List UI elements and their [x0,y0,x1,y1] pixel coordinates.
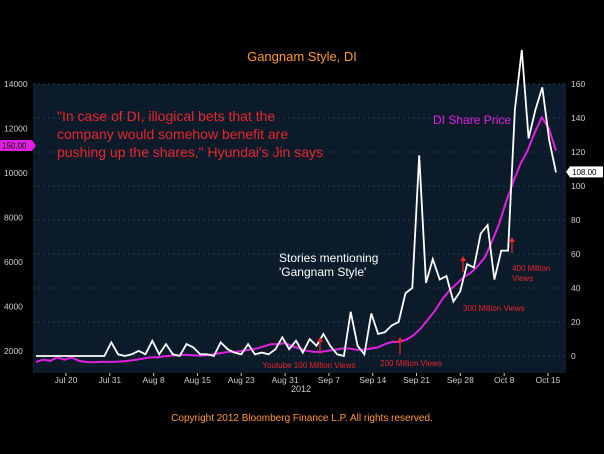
right-tick-label: 0 [571,351,576,361]
stories-label-line: Stories mentioning [279,251,378,265]
x-tick-label: Sep 7 [318,375,340,385]
series-line-stories [36,49,557,358]
x-year-label: 2012 [291,384,311,394]
x-tick-label: Sep 14 [359,375,386,385]
price-last-tag-label: 150.00 [2,142,27,151]
left-axis-ticks: 14000 12000 10000 8000 6000 4000 2000 [4,79,28,356]
series-label-price: DI Share Price [433,113,511,127]
annotation-label: Youtube 100 Million Views [263,361,356,370]
last-value-tags: 150.00 108.00 [0,140,603,178]
x-tick-label: Aug 15 [184,375,211,385]
x-tick-label: Sep 21 [403,375,430,385]
annotation-label: 200 Million Views [380,359,442,368]
right-tick-label: 140 [571,113,585,123]
right-tick-label: 20 [571,317,581,327]
annotation-label: 400 Million [512,264,550,273]
left-tick-label: 8000 [4,212,23,222]
right-tick-label: 60 [571,249,581,259]
left-tick-label: 6000 [4,257,23,267]
left-tick-label: 12000 [4,123,28,133]
gridlines [33,83,566,357]
stories-label-line: 'Gangnam Style' [279,265,366,279]
annotations: Youtube 100 Million Views 200 Million Vie… [263,237,550,370]
right-axis-ticks: 160 140 120 100 80 60 40 20 0 [571,79,585,361]
price-last-tag-pointer [32,140,36,151]
left-tick-label: 10000 [4,168,28,178]
annotation: Youtube 100 Million Views [263,337,356,370]
x-tick-label: Jul 20 [55,375,78,385]
copyright: Copyright 2012 Bloomberg Finance L.P. Al… [171,413,433,424]
quote-text: "In case of DI, illogical bets that the c… [57,108,323,160]
stories-last-tag-bg [570,166,603,178]
annotation-label: Views [512,274,533,283]
x-axis-ticks: Jul 20 Jul 31 Aug 8 Aug 15 Aug 23 Aug 31 Sep 7… [55,373,561,385]
annotation: 300 Million Views [460,256,525,313]
quote-line: pushing up the shares," Hyundai's Jin sa… [57,144,323,160]
x-tick-label: Aug 31 [272,375,299,385]
right-tick-label: 160 [571,79,585,89]
price-last-tag-bg [0,140,32,151]
annotation-arrowhead [509,237,515,242]
x-tick-label: Oct 15 [535,375,560,385]
annotation: 200 Million Views [380,337,442,368]
right-tick-label: 40 [571,283,581,293]
x-tick-label: Jul 31 [98,375,121,385]
annotation-arrowhead [317,337,323,342]
annotation-arrowhead [460,256,466,261]
quote-line: company would somehow benefit are [57,126,288,142]
annotation-arrowhead [397,337,403,342]
right-tick-label: 120 [571,147,585,157]
right-tick-label: 100 [571,181,585,191]
x-tick-label: Sep 28 [447,375,474,385]
x-tick-label: Aug 23 [228,375,255,385]
series-label-stories: Stories mentioning'Gangnam Style' [279,251,378,279]
left-tick-label: 14000 [4,79,28,89]
stories-last-tag-label: 108.00 [572,168,597,177]
series-line-di-share-price [35,115,557,364]
x-tick-label: Aug 8 [143,375,165,385]
left-tick-label: 4000 [4,301,23,311]
chart-title: Gangnam Style, DI [247,49,357,64]
plot-area [33,84,566,373]
left-tick-label: 2000 [4,346,23,356]
right-tick-label: 80 [571,215,581,225]
annotation-label: 300 Million Views [463,304,525,313]
x-tick-label: Oct 8 [494,375,515,385]
stories-last-tag-pointer [566,166,570,178]
quote-line: "In case of DI, illogical bets that the [57,108,275,124]
